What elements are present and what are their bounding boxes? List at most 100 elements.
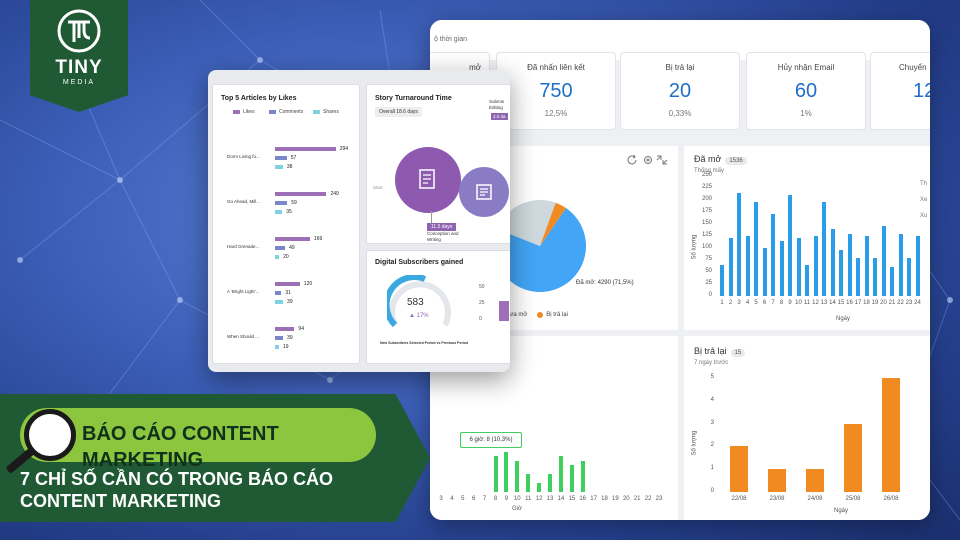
hourly-xtick: 13 (546, 496, 554, 502)
article-name: A 'Bright Light'... (227, 289, 260, 294)
article-name: Go Ahead, Mill... (227, 199, 261, 204)
article-bar-likes (275, 327, 295, 331)
subscribers-bar (499, 301, 509, 321)
stat-card-unsubscribed[interactable]: Hủy nhận Email 60 1% (746, 52, 866, 130)
hourly-xtick: 12 (535, 496, 543, 502)
article-bar-comments (275, 336, 284, 340)
opened-ytick: 50 (705, 268, 712, 274)
opened-bar (847, 233, 852, 296)
hourly-xtick: 5 (461, 496, 465, 502)
stat-label: Đã nhấn liên kết (527, 63, 585, 72)
logo-subtitle: MEDIA (62, 79, 96, 86)
opened-ytick: 75 (705, 256, 712, 262)
opened-side-labels: Th Xe Xu (920, 181, 928, 219)
hourly-xtick: 21 (633, 496, 641, 502)
opened-bar (864, 236, 869, 296)
stat-card-bounced[interactable]: Bị trả lại 20 0,33% (620, 52, 740, 130)
stat-value: 20 (668, 80, 692, 102)
subscribers-caption: New Subscribers Selected Period vs Previ… (379, 341, 469, 345)
article-bar-shares (275, 210, 283, 214)
article-value-comments: 49 (289, 245, 295, 251)
pie-slice-unopened[interactable] (497, 200, 556, 246)
article-headline: 7 CHỈ SỐ CẦN CÓ TRONG BÁO CÁO CONTENT MA… (20, 469, 334, 511)
opened-xtick: 16 (846, 300, 853, 306)
article-value-shares: 35 (286, 209, 292, 215)
hourly-xtick: 11 (525, 496, 532, 502)
stat-card-forwarded[interactable]: Chuyển 12 (870, 52, 930, 130)
opened-bar (856, 257, 860, 296)
opened-ytick: 250 (701, 172, 712, 178)
opened-bar (796, 238, 801, 296)
logo-name: TINY (55, 57, 103, 78)
article-bar-likes (275, 237, 310, 241)
opened-bar (915, 236, 920, 296)
hourly-bar (569, 465, 574, 492)
opened-xtick: 4 (745, 300, 750, 306)
hourly-xtick: 14 (557, 496, 565, 502)
bounced-bar (806, 469, 824, 492)
legend-comments: Comments (269, 109, 303, 115)
subscribers-value: 583 (407, 297, 424, 308)
hourly-xtick: 9 (504, 496, 509, 502)
opened-bar (839, 250, 843, 296)
refresh-icon[interactable] (627, 154, 637, 165)
opened-bar (822, 202, 826, 296)
article-value-likes: 120 (303, 281, 313, 287)
opened-bar (788, 195, 792, 296)
article-value-comments: 39 (287, 335, 293, 341)
opened-ytick: 25 (705, 280, 712, 286)
writing-phase-circle (395, 147, 461, 213)
hourly-xtick: 10 (513, 496, 521, 502)
bounced-ytick: 5 (710, 374, 714, 380)
writing-icon (419, 169, 435, 189)
brand-logo: TINY MEDIA (30, 0, 128, 112)
bounced-ytick: 2 (710, 442, 714, 449)
opened-xtick: 9 (788, 300, 792, 306)
pie-slice-opened[interactable] (494, 208, 586, 292)
hourly-xtick: 22 (644, 496, 652, 502)
stat-label: Bị trả lại (665, 63, 695, 72)
bounced-ytick: 0 (710, 488, 714, 494)
article-bar-shares (275, 300, 284, 304)
hourly-xtick: 7 (482, 496, 487, 502)
article-bar-shares (275, 165, 283, 169)
hourly-xtick: 17 (590, 496, 597, 502)
phase-connector (431, 211, 432, 223)
pie-slice-bounced[interactable] (540, 202, 566, 246)
opened-xtick: 24 (914, 300, 921, 306)
article-bar-shares (275, 345, 279, 349)
article-value-comments: 31 (285, 290, 291, 296)
opened-xtick: 3 (737, 300, 741, 306)
opened-xtick: 11 (803, 300, 811, 306)
settings-icon[interactable] (644, 156, 652, 164)
bounced-xlabel: Ngày (834, 508, 849, 514)
opened-bar (737, 192, 741, 296)
opened-bar (881, 226, 886, 296)
email-dashboard-card: ộ thời gian mở Đã nhấn liên kết 750 12,5… (430, 20, 930, 520)
pie-legend-unopened: hưa mở (506, 312, 528, 318)
legend-dot-icon (537, 312, 544, 318)
opened-xtick: 13 (820, 300, 828, 306)
opened-chart-title: Đã mở 1536 (694, 154, 747, 165)
stat-percent: 0,33% (668, 109, 692, 118)
panel-toolbar (627, 154, 668, 165)
article-value-likes: 249 (330, 191, 339, 197)
hourly-xtick: 15 (568, 496, 576, 502)
stat-value: 750 (539, 80, 573, 102)
stat-card-clicked[interactable]: Đã nhấn liên kết 750 12,5% (496, 52, 616, 130)
overall-days: Overall 18.6 days (375, 107, 422, 117)
subscribers-gauge (387, 275, 451, 328)
stat-label: Chuyển (899, 63, 927, 72)
opened-by-day-panel: Đã mở 1536 Thống mấy Số lượng Ngày Th Xe … (684, 146, 930, 330)
expand-icon[interactable] (656, 155, 668, 165)
opened-bar (762, 248, 767, 296)
open-rate-pie-chart (494, 200, 586, 292)
category-pill (20, 408, 376, 462)
opened-bar (813, 236, 818, 296)
article-value-likes: 169 (313, 236, 323, 242)
opened-bar (771, 214, 775, 296)
hourly-xtick: 23 (655, 496, 663, 502)
bounced-xtick: 23/08 (769, 496, 785, 502)
hourly-xlabel: Giờ (512, 506, 522, 512)
opened-bar (720, 264, 724, 296)
